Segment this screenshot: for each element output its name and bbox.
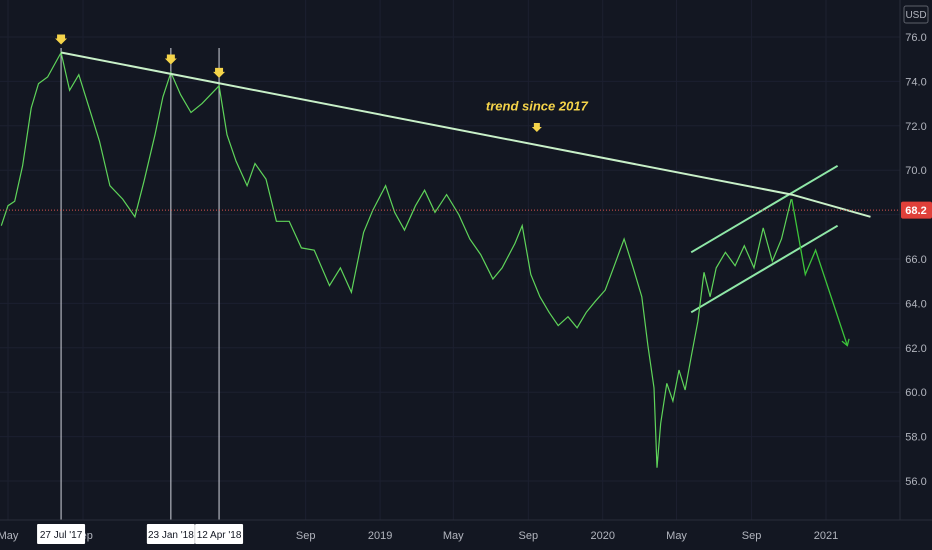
marker-arrows: [55, 34, 226, 78]
price-channel[interactable]: [690, 164, 839, 314]
time-tick-label: Sep: [296, 530, 316, 542]
currency-label: USD: [905, 10, 926, 21]
projection-line[interactable]: [791, 198, 848, 346]
currency-badge[interactable]: USD: [903, 5, 929, 24]
channel-upper-line[interactable]: [690, 164, 839, 254]
marked-date-badge: [195, 524, 244, 544]
marked-date-label: 23 Jan '18: [148, 530, 194, 541]
marked-date-labels: 27 Jul '17 23 Jan '18 12 Apr '18: [37, 524, 244, 544]
price-tick-label: 56.0: [905, 476, 926, 488]
arrow-down-icon: [164, 54, 177, 65]
time-tick-label: May: [666, 530, 687, 542]
marked-date-badge: [37, 524, 86, 544]
arrow-down-icon: [55, 34, 68, 45]
price-axis[interactable]: [900, 0, 932, 520]
price-tick-label: 76.0: [905, 32, 926, 44]
time-tick-label: 2021: [814, 530, 838, 542]
time-tick-label: 2020: [591, 530, 615, 542]
last-price-badge: 68.2: [901, 201, 932, 219]
price-tick-label: 72.0: [905, 121, 926, 133]
arrow-down-icon: [213, 67, 226, 78]
trendline-group[interactable]: [60, 51, 871, 218]
price-tick-label: 58.0: [905, 432, 926, 444]
marked-date-label: 27 Jul '17: [40, 530, 83, 541]
price-tick-label: 64.0: [905, 298, 926, 310]
price-tick-label: 74.0: [905, 76, 926, 88]
time-tick-label: 2019: [368, 530, 392, 542]
arrow-down-icon: [531, 123, 542, 133]
price-tick-label: 62.0: [905, 343, 926, 355]
last-price-label: 68.2: [905, 205, 926, 217]
marked-date-lines: [60, 48, 220, 520]
projection-group[interactable]: [791, 198, 850, 347]
time-tick-label: May: [443, 530, 464, 542]
annotation-label: trend since 2017: [486, 98, 589, 113]
time-tick-label: May: [0, 530, 19, 542]
grid: [0, 0, 900, 520]
annotation-arrow-icon: [531, 123, 542, 133]
time-axis[interactable]: [0, 520, 932, 550]
trendline[interactable]: [60, 51, 871, 218]
time-tick-label: Sep: [742, 530, 762, 542]
marked-date-label: 12 Apr '18: [197, 530, 242, 541]
marked-date-badge: [146, 524, 195, 544]
channel-lower-line[interactable]: [690, 224, 839, 314]
projection-arrowhead-icon: [841, 338, 850, 347]
price-tick-label: 60.0: [905, 387, 926, 399]
price-tick-label: 70.0: [905, 165, 926, 177]
price-series-line: [0, 50, 792, 468]
price-tick-label: 66.0: [905, 254, 926, 266]
time-tick-label: Sep: [519, 530, 539, 542]
